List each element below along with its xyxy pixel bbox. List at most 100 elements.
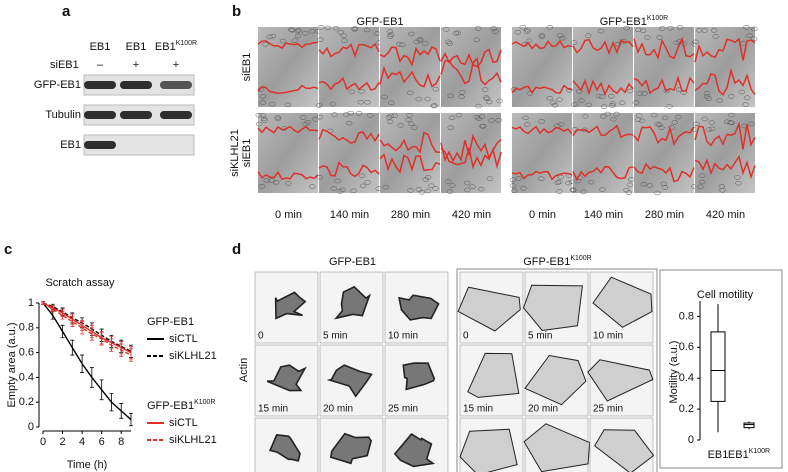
y-tick-label: 0.8 [679,310,694,322]
cell [654,121,661,127]
wound-edge [572,165,634,182]
cell [697,184,704,190]
cell-shape [467,352,520,398]
time-label: 420 min [452,209,491,221]
time-label: 15 min [463,404,493,415]
series-line [42,302,132,352]
cell [387,100,395,106]
cell [735,180,742,186]
cell [710,28,718,33]
cell [538,34,546,40]
cell [410,125,418,130]
time-label: 5 min [528,331,552,342]
cell [587,179,595,185]
cell [448,115,456,121]
lane-label-sup: K100R [176,40,197,47]
cell [315,103,323,108]
legend-label: siKLHL21 [169,434,217,446]
error-bar [129,412,133,427]
blot-band [160,111,192,119]
error-bar [60,324,65,339]
cell [415,187,423,192]
cell [748,121,755,127]
wound-edge [318,76,380,91]
y-tick-label: 0.4 [19,371,34,383]
time-label: 0 [258,331,264,342]
blot-label: Tubulin [45,109,81,121]
legend-label: siKLHL21 [169,350,217,362]
wound-edge [379,46,441,67]
cell [408,31,415,37]
cell [255,121,263,127]
cell [259,113,267,118]
plot-frame [659,269,783,469]
cell [551,102,559,108]
cell-shape [402,362,436,391]
cell [416,36,424,42]
cell [556,179,563,185]
error-bar [129,348,133,362]
cell [522,115,529,121]
cell [337,30,344,35]
cell [345,120,353,126]
panel-label: c [4,241,12,258]
cell [274,116,282,122]
blot-band [120,111,152,119]
cell-shape [523,423,591,472]
cell [407,188,414,193]
cell [658,125,665,130]
cell [727,120,734,125]
error-bar [119,343,124,357]
wound-edge [440,146,502,170]
cell [348,89,356,95]
cell [407,90,414,96]
cell [656,122,663,128]
cell [578,98,585,103]
time-label: 280 min [645,209,684,221]
cell [599,187,606,192]
cell-shape [587,359,654,402]
box [743,422,755,429]
cell [746,33,753,38]
cell [638,118,646,124]
cell [610,117,617,122]
cell [581,113,589,119]
microscopy-image [441,27,501,107]
microscopy-image [258,113,318,193]
group-title-sup: K100R [570,255,591,262]
cell [514,29,522,35]
cell [705,96,712,101]
cell [600,114,607,119]
cell-shape [457,286,521,332]
cell [387,34,394,39]
cell [585,102,593,108]
time-label: 0 min [529,209,556,221]
time-label: 0 [463,331,469,342]
cell [351,27,359,32]
cell [705,127,713,132]
cell [668,125,675,130]
cell [608,93,615,99]
cell [421,41,429,46]
cell [294,33,302,39]
cell [750,36,758,41]
wound-edge [633,162,695,183]
error-bar [109,338,114,352]
group-title: GFP-EB1K100R [523,255,591,268]
time-label: 5 min [323,331,347,342]
cell [728,120,735,126]
cell [509,183,517,188]
cell [406,112,413,118]
blot-label: GFP-EB1 [34,79,81,91]
cell [385,115,393,120]
cell [473,114,481,120]
cell-shape [594,429,655,472]
cell [618,100,626,106]
cell [693,121,700,127]
time-label: 0 min [275,209,302,221]
cell [318,25,325,30]
cell [692,39,699,45]
cell-shape [393,433,436,468]
cell [381,94,388,100]
cell [301,31,309,36]
